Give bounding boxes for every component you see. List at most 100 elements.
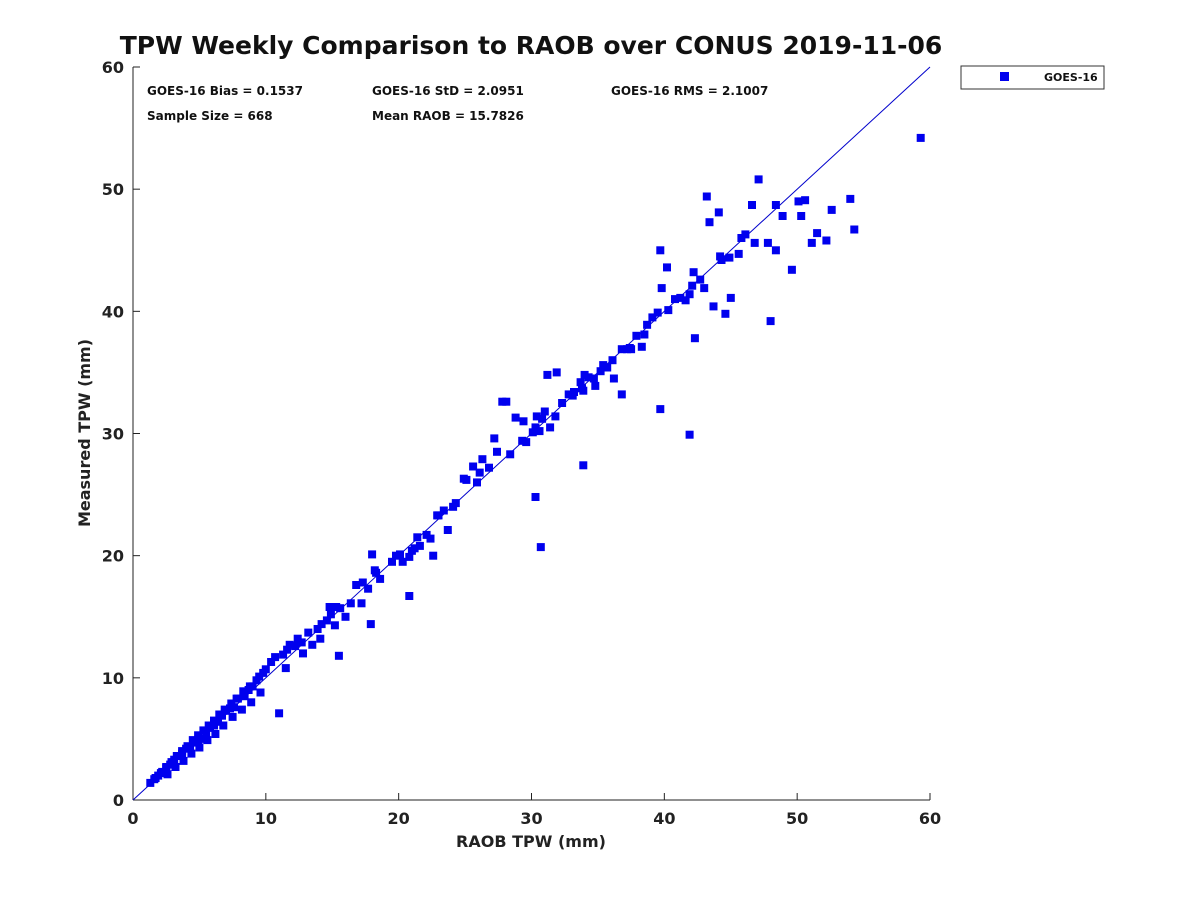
data-point — [322, 616, 331, 625]
data-point — [407, 546, 416, 555]
data-point — [346, 599, 355, 608]
data-point — [469, 462, 478, 471]
data-point — [188, 736, 197, 745]
data-point — [259, 668, 268, 677]
x-tick-label: 10 — [255, 809, 277, 828]
data-point — [801, 196, 810, 205]
x-tick-label: 30 — [520, 809, 542, 828]
data-point — [643, 320, 652, 329]
y-tick-label: 50 — [102, 180, 124, 199]
data-point — [714, 208, 723, 217]
data-point — [552, 368, 561, 377]
data-point — [778, 212, 787, 220]
data-points — [146, 133, 925, 787]
data-point — [267, 658, 276, 666]
y-tick-label: 0 — [113, 791, 124, 810]
data-point — [317, 620, 326, 629]
x-tick-label: 0 — [127, 809, 138, 828]
data-point — [405, 592, 414, 600]
data-point — [281, 664, 290, 673]
data-point — [434, 511, 443, 520]
data-point — [291, 642, 300, 651]
data-point — [204, 721, 213, 730]
data-point — [827, 205, 836, 214]
data-point — [325, 603, 334, 611]
data-point — [536, 543, 545, 552]
data-point — [664, 306, 673, 315]
data-point — [750, 238, 759, 247]
data-point — [685, 430, 694, 439]
data-point — [334, 651, 343, 660]
data-point — [239, 687, 248, 696]
x-tick-label: 60 — [919, 809, 941, 828]
data-point — [748, 201, 756, 209]
data-point — [256, 688, 265, 697]
data-point — [689, 268, 698, 277]
data-point — [637, 342, 646, 351]
data-point — [519, 417, 528, 426]
data-point — [203, 736, 212, 745]
data-point — [415, 541, 424, 550]
data-point — [485, 463, 493, 472]
data-point — [617, 390, 626, 399]
data-point — [478, 455, 487, 464]
data-point — [846, 194, 855, 203]
data-point — [546, 423, 555, 432]
data-point — [195, 743, 204, 752]
data-point — [754, 175, 763, 184]
data-point — [531, 423, 540, 432]
y-axis-label: Measured TPW (mm) — [75, 339, 94, 527]
data-point — [794, 197, 803, 206]
data-point — [490, 434, 499, 443]
y-tick-label: 40 — [102, 302, 124, 321]
data-point — [279, 650, 288, 659]
data-point — [493, 447, 501, 456]
data-point — [709, 302, 718, 311]
data-point — [850, 225, 859, 234]
data-point — [688, 281, 697, 290]
data-point — [199, 726, 208, 735]
data-point — [462, 475, 471, 484]
data-point — [341, 612, 350, 621]
data-point — [413, 533, 422, 542]
data-point — [247, 698, 256, 707]
data-point — [405, 552, 414, 561]
data-point — [609, 374, 618, 383]
data-point — [813, 229, 822, 238]
data-point — [451, 499, 460, 508]
data-point — [522, 438, 531, 447]
data-point — [725, 253, 734, 262]
data-point — [429, 551, 438, 560]
data-point — [398, 557, 407, 566]
data-point — [167, 758, 176, 767]
data-point — [576, 378, 585, 387]
data-point — [584, 373, 593, 382]
y-tick-label: 10 — [102, 669, 124, 688]
data-point — [663, 263, 671, 272]
data-point — [625, 344, 634, 352]
data-point — [822, 236, 831, 245]
data-point — [540, 407, 549, 416]
data-point — [473, 478, 481, 487]
data-point — [171, 763, 180, 771]
data-point — [807, 238, 816, 247]
data-point — [220, 705, 229, 714]
data-point — [252, 676, 261, 685]
data-point — [681, 296, 690, 305]
data-point — [156, 769, 165, 778]
data-point — [358, 578, 367, 587]
data-point — [443, 526, 452, 534]
data-point — [617, 345, 626, 354]
data-point — [237, 705, 246, 714]
data-point — [163, 770, 172, 779]
data-point — [528, 428, 537, 437]
data-point — [721, 309, 730, 318]
data-point — [376, 574, 385, 583]
x-tick-label: 40 — [653, 809, 675, 828]
data-point — [146, 778, 155, 787]
data-point — [308, 640, 317, 649]
x-axis-label: RAOB TPW (mm) — [456, 832, 606, 851]
data-point — [357, 599, 366, 608]
data-point — [671, 295, 679, 304]
